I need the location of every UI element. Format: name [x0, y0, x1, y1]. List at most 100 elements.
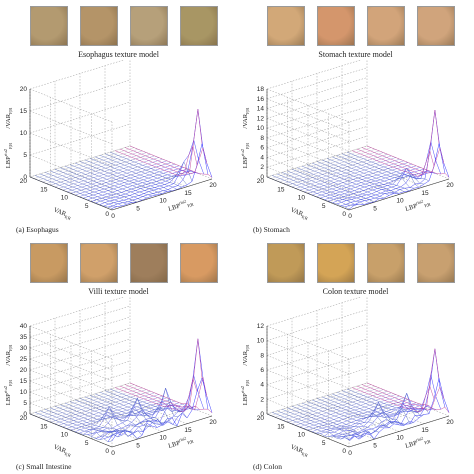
z-tick-label: 10: [20, 389, 28, 396]
z-tick-label: 15: [20, 378, 28, 385]
z-axis-label-var: /VARP,R: [5, 345, 14, 366]
grid-line: [29, 336, 113, 371]
mesh-line: [346, 388, 430, 414]
y-axis-label: VARP,R: [289, 444, 310, 459]
mesh-line: [94, 393, 178, 427]
mesh-line: [291, 168, 375, 203]
mesh-line: [316, 398, 400, 426]
y-tick-label: 20: [257, 178, 265, 185]
mesh-line: [336, 155, 420, 188]
panel-esophagus: Esophagus texture model 0 5 10 15 20 0 5 10 15 20…: [0, 0, 237, 237]
mesh-line: [311, 399, 395, 427]
mesh-line: [366, 145, 450, 178]
grid-line: [266, 87, 368, 119]
mesh-line: [321, 159, 405, 192]
mesh-line: [346, 151, 430, 182]
mesh-line: [129, 382, 213, 413]
figure-caption: (b) Stomach: [253, 225, 290, 234]
z-tick-label: 5: [23, 400, 27, 407]
mesh-line: [114, 145, 198, 177]
x-tick-label: 5: [373, 442, 377, 449]
mesh-line: [326, 158, 410, 192]
texture-thumbnail: [367, 6, 405, 46]
y-tick-label: 10: [298, 432, 306, 439]
mesh-line: [34, 175, 118, 207]
texture-thumbnail: [367, 243, 405, 283]
y-tick-label: 20: [20, 178, 28, 185]
mesh-line: [321, 396, 405, 426]
y-tick-label: 20: [20, 415, 28, 422]
x-tick-label: 10: [159, 435, 167, 442]
mesh-line: [39, 173, 123, 207]
z-tick-label: 6: [260, 145, 264, 152]
mesh-line: [336, 391, 420, 418]
mesh-line: [281, 172, 365, 205]
mesh-line: [54, 168, 138, 203]
y-tick-label: 0: [342, 448, 346, 455]
mesh-line: [49, 170, 133, 203]
x-tick-label: 10: [159, 198, 167, 205]
z-tick-label: 0: [260, 174, 264, 181]
grid-line: [91, 170, 192, 202]
mesh-line: [271, 412, 355, 441]
model-title: Esophagus texture model: [78, 50, 159, 59]
x-axis-line: [348, 178, 450, 211]
surface-mesh: [266, 348, 450, 441]
texture-thumbnail: [180, 6, 218, 46]
y-tick-label: 0: [105, 211, 109, 218]
texture-thumbnail: [30, 243, 68, 283]
x-axis-line: [111, 178, 213, 211]
mesh-line: [271, 175, 355, 206]
z-tick-label: 4: [260, 382, 264, 389]
mesh-line: [331, 156, 415, 189]
x-tick-label: 10: [396, 198, 404, 205]
z-tick-label: 15: [20, 108, 28, 115]
grid-line: [266, 77, 368, 109]
figure-caption: (d) Colon: [253, 462, 282, 471]
y-axis-line: [29, 176, 113, 211]
grid-line: [29, 338, 131, 371]
mesh-line: [59, 167, 143, 201]
mesh-line: [291, 405, 375, 440]
mesh-line: [326, 395, 410, 425]
mesh-line: [99, 387, 183, 418]
z-tick-label: 6: [260, 367, 264, 374]
x-axis-label: LBPriu2P,R: [404, 434, 431, 452]
x-axis-line: [348, 415, 450, 448]
mesh-line: [54, 405, 138, 439]
grid-line: [266, 368, 368, 400]
grid-line: [91, 407, 192, 439]
mesh-line: [89, 158, 173, 192]
y-tick-label: 10: [298, 195, 306, 202]
mesh-line: [59, 404, 143, 436]
y-tick-label: 0: [342, 211, 346, 218]
x-axis-line: [111, 415, 213, 448]
grid-line: [266, 116, 368, 148]
mesh-line: [351, 150, 435, 177]
mesh-line: [64, 402, 148, 433]
z-tick-label: 35: [20, 334, 28, 341]
mesh-line: [74, 162, 158, 196]
y-axis-line: [29, 413, 113, 448]
mesh-line: [109, 388, 193, 413]
texture-thumbnail: [130, 243, 168, 283]
z-tick-label: 10: [257, 338, 265, 345]
surface-plot: 05101520051015200510152025303540LBPriu2P…: [3, 297, 217, 459]
mesh-line: [84, 159, 168, 192]
z-axis-label-var: /VARP,R: [5, 108, 14, 129]
mesh-line: [296, 404, 380, 435]
figure-caption: (a) Esophagus: [16, 225, 59, 234]
mesh-line: [79, 397, 163, 426]
x-tick-label: 15: [421, 190, 429, 197]
grid-line: [70, 399, 172, 431]
x-tick-label: 15: [184, 190, 192, 197]
z-tick-label: 10: [257, 125, 265, 132]
texture-thumbnail: [317, 6, 355, 46]
mesh-line: [124, 377, 208, 411]
grid-line: [50, 391, 151, 423]
mesh-line: [44, 408, 128, 434]
grid-line: [287, 391, 388, 423]
mesh-line: [34, 412, 118, 438]
model-title: Colon texture model: [322, 287, 389, 296]
texture-thumbnail: [80, 6, 118, 46]
